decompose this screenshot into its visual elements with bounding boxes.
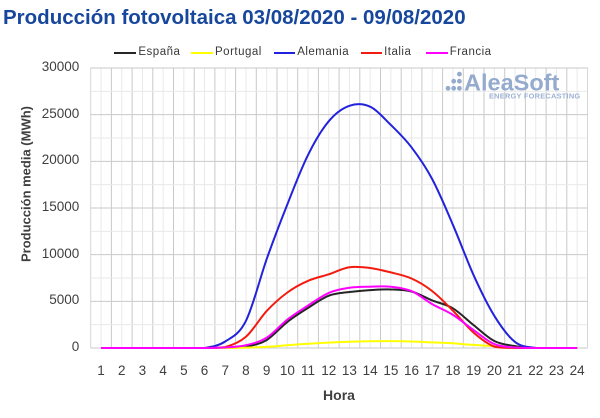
svg-text:AleaSoft: AleaSoft	[464, 70, 559, 96]
svg-text:ENERGY FORECASTING: ENERGY FORECASTING	[489, 92, 580, 101]
